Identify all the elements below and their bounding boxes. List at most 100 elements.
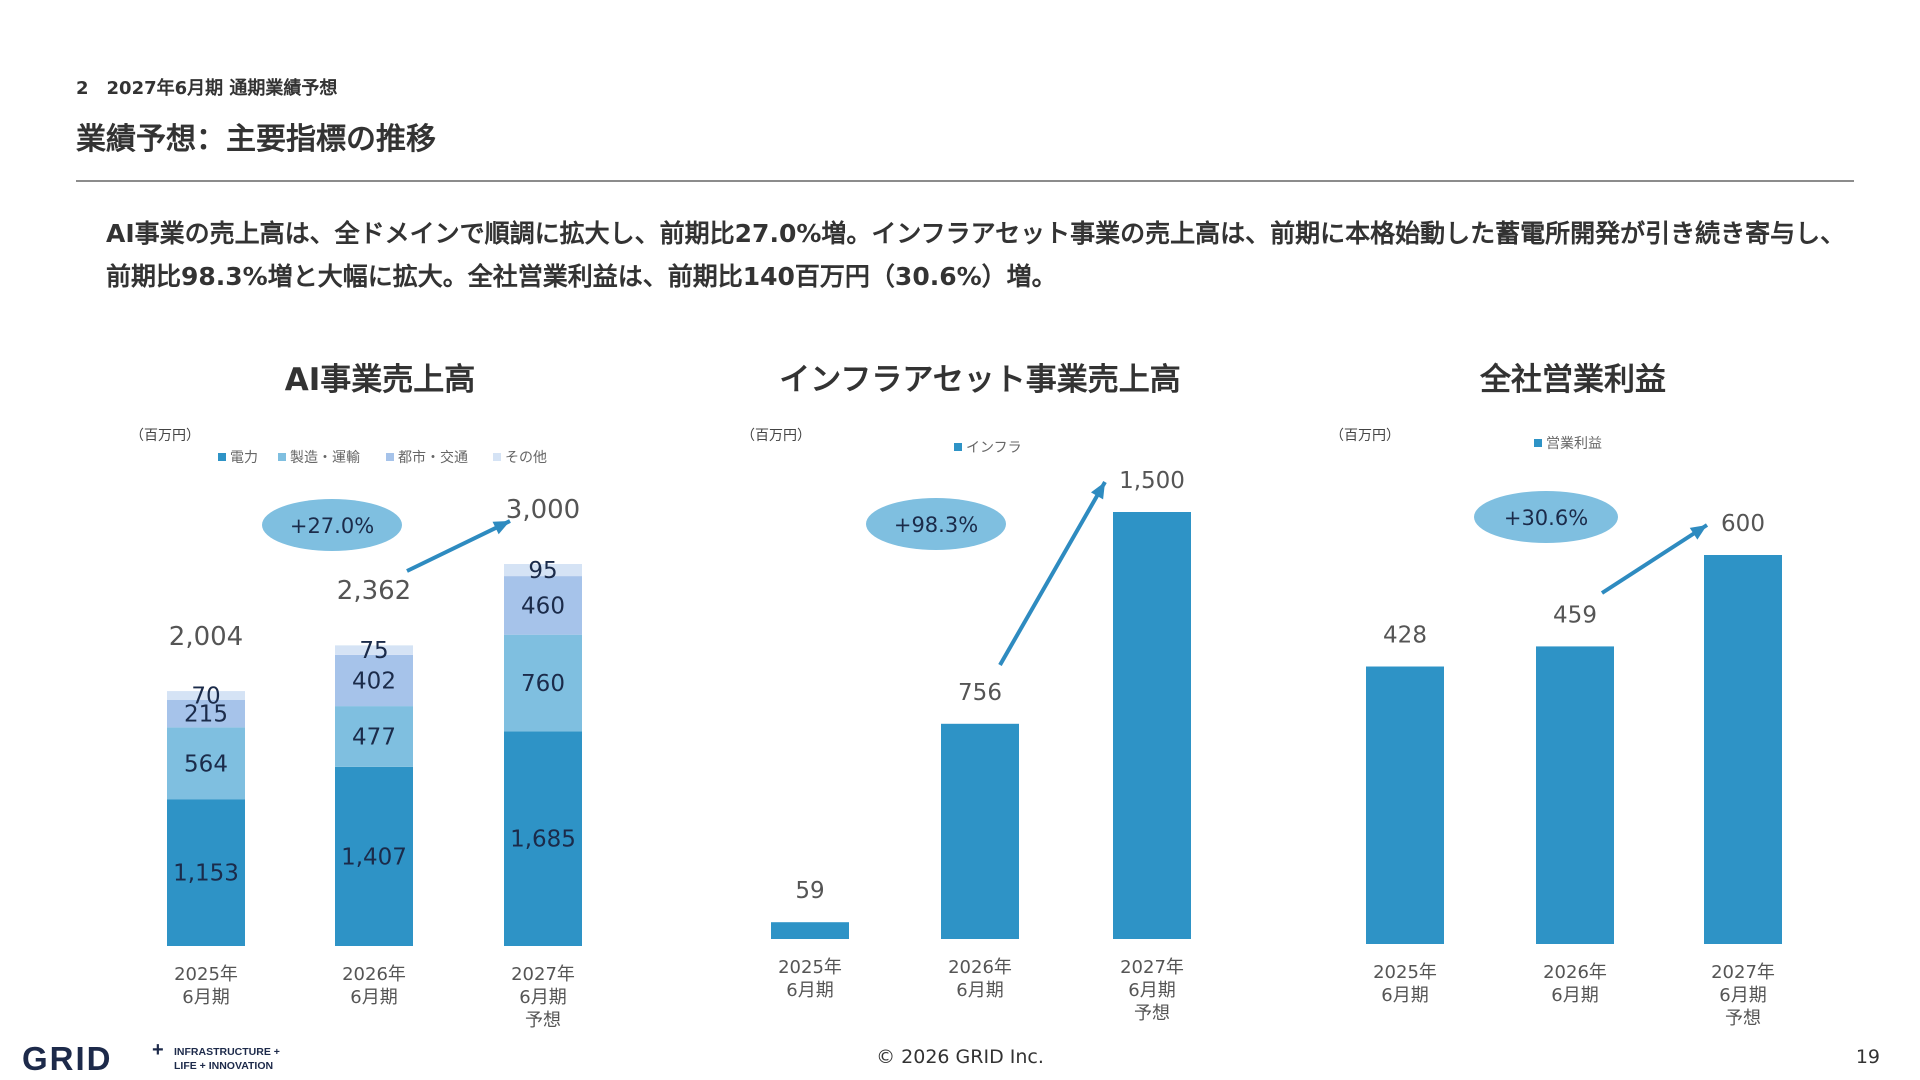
category-label: 2026年: [1543, 962, 1607, 983]
legend-swatch: [954, 443, 962, 451]
data-label: 215: [184, 702, 228, 728]
legend-swatch: [386, 453, 394, 461]
data-label: 428: [1383, 623, 1427, 649]
legend-item: インフラ: [966, 440, 1022, 456]
data-label: 1,500: [1119, 468, 1185, 494]
category-label: 2025年: [778, 957, 842, 978]
category-label: 6月期: [956, 980, 1003, 1001]
legend-item: 製造・運輸: [290, 450, 360, 466]
growth-label: +30.6%: [1504, 506, 1588, 530]
growth-label: +27.0%: [290, 514, 374, 538]
growth-arrow: [998, 481, 1107, 666]
category-label: 6月期: [1128, 980, 1175, 1001]
bar: [167, 699, 245, 728]
logo-text: GRID: [22, 1040, 113, 1076]
logo-tagline-1: INFRASTRUCTURE +: [174, 1046, 280, 1058]
data-label: 564: [184, 751, 228, 777]
data-label: 70: [191, 684, 220, 710]
category-label: 2026年: [342, 964, 406, 985]
bar: [1704, 555, 1782, 944]
bar: [167, 727, 245, 800]
total-label: 2,004: [169, 622, 243, 652]
category-label: 2025年: [174, 964, 238, 985]
growth-ellipse: [262, 499, 402, 551]
title-divider: [76, 180, 1854, 182]
summary-text: AI事業の売上高は、全ドメインで順調に拡大し、前期比27.0%増。インフラアセッ…: [106, 219, 1846, 291]
arrow-head: [492, 521, 510, 535]
bar: [335, 654, 413, 707]
legend-swatch: [493, 453, 501, 461]
category-label: 6月期: [1381, 985, 1428, 1006]
category-label: 6月期: [1719, 985, 1766, 1006]
category-label: 6月期: [786, 980, 833, 1001]
section-label: 2 2027年6月期 通期業績予想: [76, 78, 338, 99]
legend-swatch: [218, 453, 226, 461]
data-label: 760: [521, 671, 565, 697]
category-label: 2025年: [1373, 962, 1437, 983]
growth-ellipse: [866, 498, 1006, 550]
legend-item: その他: [505, 450, 547, 466]
bar: [941, 723, 1019, 939]
growth-ellipse: [1474, 491, 1618, 543]
page-title: 業績予想：主要指標の推移: [76, 122, 436, 157]
total-label: 3,000: [506, 495, 580, 525]
growth-label: +98.3%: [894, 513, 978, 537]
bar: [504, 634, 582, 732]
bar: [504, 576, 582, 635]
data-label: 460: [521, 593, 565, 619]
logo-plus: +: [152, 1040, 164, 1061]
data-label: 1,153: [173, 861, 239, 887]
data-label: 1,685: [510, 827, 576, 853]
bar: [335, 766, 413, 946]
logo-tagline-2: LIFE + INNOVATION: [174, 1060, 273, 1072]
bar: [335, 645, 413, 655]
data-label: 402: [352, 669, 396, 695]
copyright: © 2026 GRID Inc.: [876, 1046, 1044, 1068]
unit-label: （百万円）: [741, 428, 811, 444]
data-label: 600: [1721, 511, 1765, 537]
legend-item: 営業利益: [1546, 436, 1602, 452]
category-label: 2026年: [948, 957, 1012, 978]
bar: [1366, 666, 1444, 944]
category-label: 6月期: [1551, 985, 1598, 1006]
grid-logo: GRID + INFRASTRUCTURE + LIFE + INNOVATIO…: [22, 1040, 280, 1076]
chart-title: 全社営業利益: [1479, 362, 1666, 398]
bar: [771, 922, 849, 939]
bar: [504, 564, 582, 577]
arrow-head: [1689, 525, 1707, 540]
legend-item: 都市・交通: [398, 449, 468, 466]
data-label: 59: [795, 878, 824, 904]
chart-title: AI事業売上高: [285, 362, 476, 398]
legend-swatch: [278, 453, 286, 461]
data-label: 1,407: [341, 844, 407, 870]
legend-swatch: [1534, 439, 1542, 447]
unit-label: （百万円）: [130, 428, 200, 444]
page-number: 19: [1855, 1046, 1880, 1068]
unit-label: （百万円）: [1330, 428, 1400, 444]
bar: [335, 706, 413, 767]
data-label: 459: [1553, 602, 1597, 628]
category-label: 6月期: [350, 987, 397, 1008]
arrow-head: [1090, 482, 1105, 500]
category-label: 2027年: [1711, 962, 1775, 983]
data-label: 75: [359, 638, 388, 664]
category-label: 6月期: [182, 987, 229, 1008]
growth-arrow: [1600, 523, 1709, 595]
category-label: 2027年: [1120, 957, 1184, 978]
growth-arrow: [406, 519, 511, 573]
data-label: 477: [352, 724, 396, 750]
bar: [1113, 512, 1191, 939]
total-label: 2,362: [337, 576, 411, 606]
legend-item: 電力: [230, 450, 258, 466]
category-label: 予想: [1725, 1008, 1761, 1029]
bar: [1536, 646, 1614, 944]
data-label: 756: [958, 680, 1002, 706]
category-label: 予想: [1134, 1003, 1170, 1024]
category-label: 6月期: [519, 987, 566, 1008]
category-label: 2027年: [511, 964, 575, 985]
bar: [504, 731, 582, 946]
bar: [167, 691, 245, 700]
bar: [167, 799, 245, 946]
chart-title: インフラアセット事業売上高: [779, 362, 1180, 398]
data-label: 95: [528, 558, 557, 584]
